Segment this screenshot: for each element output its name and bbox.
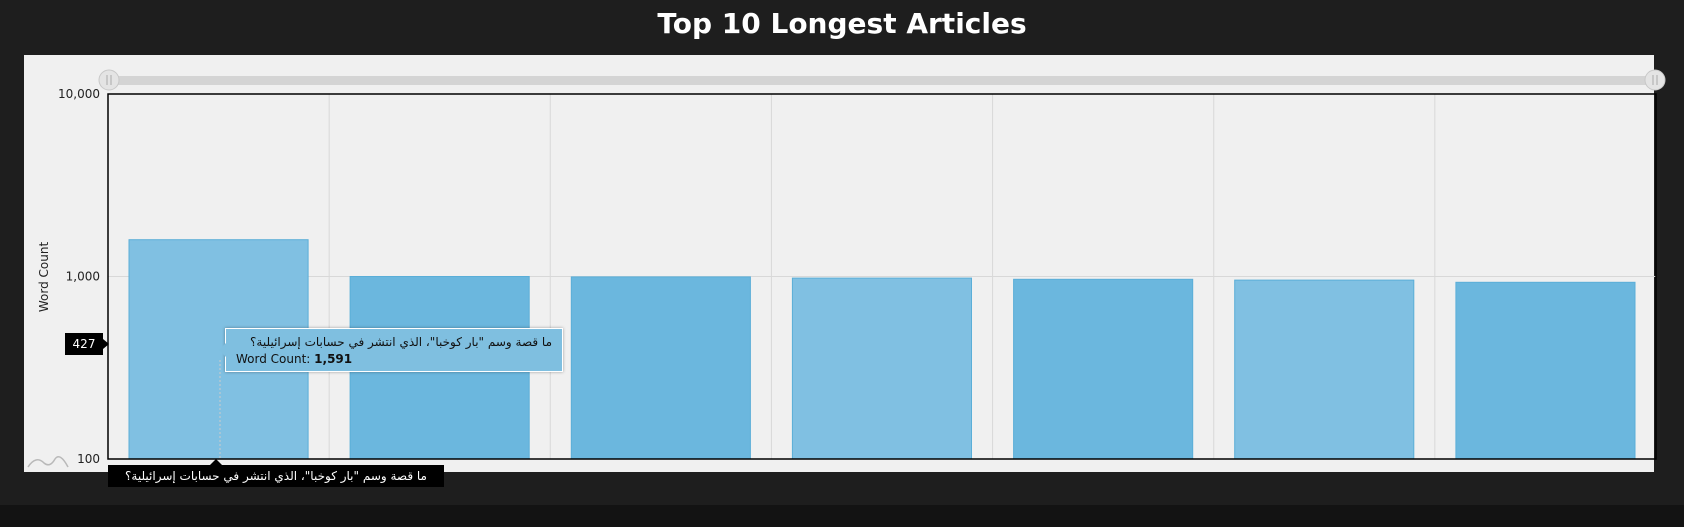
- tooltip-label: Word Count:: [236, 352, 315, 366]
- chart-frame: Top 10 Longest Articles 100 1,000 10,000 W…: [0, 0, 1684, 505]
- range-handle-left[interactable]: [98, 69, 120, 91]
- y-tick-label: 1,000: [66, 270, 100, 284]
- tooltip-arrow: [219, 343, 226, 357]
- bar[interactable]: [570, 276, 751, 460]
- bar-tooltip: ما قصة وسم "بار كوخبا"، الذي انتشر في حس…: [219, 328, 563, 372]
- chart-title: Top 10 Longest Articles: [657, 7, 1027, 40]
- bar-chart: 100 1,000 10,000 Word Count: [27, 69, 1666, 468]
- y-cursor-label: 427: [65, 333, 109, 355]
- wave-icon: [27, 456, 69, 468]
- bar[interactable]: [1013, 278, 1194, 460]
- y-tick-label: 100: [77, 452, 100, 466]
- y-axis-ticks: 100 1,000 10,000: [58, 87, 100, 466]
- tooltip-title: ما قصة وسم "بار كوخبا"، الذي انتشر في حس…: [250, 335, 552, 349]
- plot-border: [107, 93, 1657, 460]
- tooltip-value: 1,591: [314, 352, 353, 366]
- bars: [128, 239, 1636, 460]
- bar[interactable]: [791, 277, 973, 460]
- y-tick-label: 10,000: [58, 87, 100, 101]
- bar[interactable]: [1455, 281, 1636, 460]
- x-cursor-label: ما قصة وسم "بار كوخبا"، الذي انتشر في حس…: [108, 459, 444, 487]
- bar[interactable]: [1234, 279, 1415, 460]
- range-handle-right[interactable]: [1644, 69, 1666, 91]
- range-scrollbar-track[interactable]: [104, 76, 1654, 85]
- y-axis-label: Word Count: [37, 242, 51, 313]
- tooltip-value-row: Word Count: 1,591: [236, 351, 352, 367]
